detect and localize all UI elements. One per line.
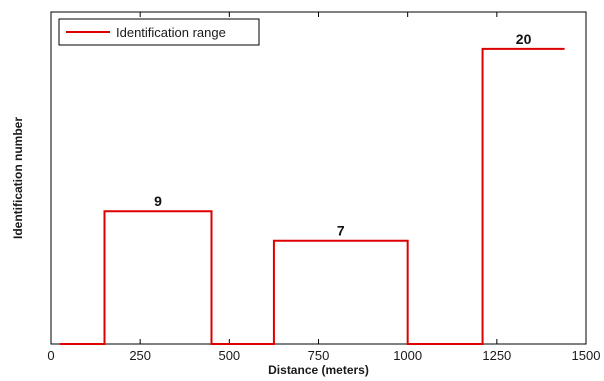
data-label: 7 [337,223,345,239]
y-axis-title: Identification number [11,117,25,239]
x-tick-label: 750 [308,348,330,363]
legend-label: Identification range [116,25,226,40]
x-tick-label: 0 [47,348,54,363]
series-line-identification-range [59,47,565,345]
x-tick-label: 1250 [482,348,511,363]
data-label: 9 [154,193,162,209]
x-axis-ticks: 0 250 500 750 1000 1250 1500 [47,12,600,363]
x-tick-label: 250 [129,348,151,363]
x-axis-title: Distance (meters) [268,363,369,377]
data-labels: 9 7 20 [154,31,531,239]
x-tick-label: 500 [218,348,240,363]
x-tick-label: 1500 [572,348,601,363]
data-label: 20 [516,31,532,47]
legend: Identification range [58,18,260,46]
plot-area [50,11,587,345]
x-tick-label: 1000 [393,348,422,363]
